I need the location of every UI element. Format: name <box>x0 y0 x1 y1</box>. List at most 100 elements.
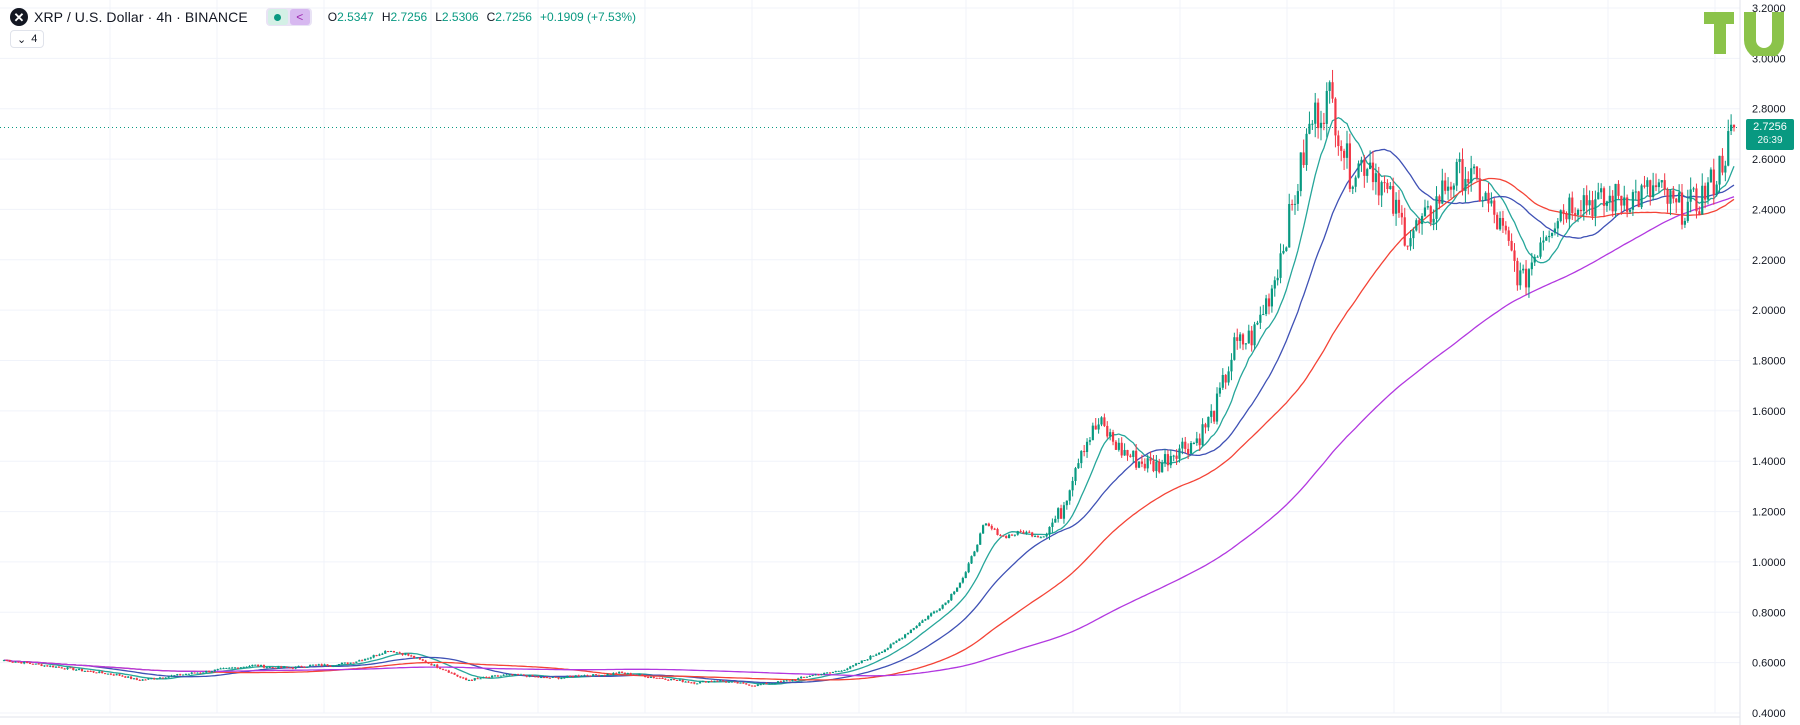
candle-body <box>294 666 297 669</box>
candle-body <box>1010 534 1014 536</box>
candle-body <box>1270 288 1273 307</box>
indicators-toggle-button[interactable]: ⌄ 4 <box>10 30 45 48</box>
candle-body <box>1406 245 1409 247</box>
candle-body <box>1548 235 1551 238</box>
candle-body <box>626 673 629 675</box>
candle-body <box>1600 188 1603 193</box>
status-pill[interactable]: < <box>265 8 312 26</box>
candle-body <box>473 678 476 681</box>
candle-body <box>1293 203 1297 205</box>
candle-body <box>727 681 731 683</box>
candle-body <box>976 544 979 552</box>
candle-body <box>300 665 303 668</box>
candle-body <box>1181 441 1184 449</box>
candle-body <box>540 677 543 679</box>
candle-body <box>231 667 234 669</box>
candle-body <box>655 677 658 679</box>
price-tick-label: 2.4000 <box>1752 204 1786 216</box>
candle-body <box>92 671 95 673</box>
candle-body <box>34 663 37 665</box>
moving-average-line <box>3 177 1735 681</box>
candle-body <box>1042 536 1045 538</box>
candle-body <box>551 676 554 678</box>
candle-body <box>623 672 627 674</box>
candle-body <box>1715 184 1718 195</box>
candle-body <box>352 662 355 664</box>
candle-body <box>1484 192 1487 201</box>
candle-body <box>259 665 263 667</box>
candle-body <box>722 680 725 682</box>
candle-body <box>1709 169 1712 183</box>
candle-body <box>1241 334 1245 345</box>
candle-body <box>554 676 557 678</box>
candle-body <box>280 666 283 668</box>
candle-body <box>54 666 58 668</box>
candle-body <box>1259 314 1262 323</box>
price-tick-label: 1.6000 <box>1752 406 1786 418</box>
candle-body <box>144 679 147 681</box>
candle-body <box>638 674 641 676</box>
candle-body <box>603 675 606 677</box>
candle-body <box>525 675 528 677</box>
candle-body <box>843 669 846 671</box>
candle-body <box>1643 185 1646 187</box>
candle-body <box>909 629 912 633</box>
candle-body <box>1302 152 1305 166</box>
candle-body <box>1582 195 1585 212</box>
candle-body <box>1498 218 1502 230</box>
candle-body <box>802 676 806 678</box>
candle-body <box>1331 82 1334 99</box>
share-icon[interactable]: < <box>289 9 310 25</box>
candle-body <box>121 675 124 677</box>
candle-body <box>649 676 653 678</box>
candle-body <box>574 675 577 678</box>
candle-body <box>245 666 248 668</box>
candle-body <box>1455 161 1458 186</box>
candle-body <box>1689 189 1692 202</box>
candle-body <box>1605 201 1609 206</box>
candle-body <box>898 638 901 641</box>
candle-body <box>430 663 433 666</box>
candle-body <box>179 674 182 676</box>
candle-body <box>1550 232 1554 236</box>
candle-body <box>690 682 693 684</box>
candle-body <box>335 665 338 667</box>
candle-body <box>465 678 468 681</box>
candle-body <box>363 659 367 661</box>
candle-body <box>1233 337 1236 360</box>
candle-body <box>1611 195 1614 212</box>
candle-body <box>1143 463 1146 469</box>
candle-body <box>1054 518 1057 523</box>
candle-body <box>106 673 110 675</box>
symbol-title[interactable]: XRP / U.S. Dollar · 4h · BINANCE <box>34 9 248 25</box>
candle-body <box>1371 162 1375 183</box>
candle-body <box>320 664 323 666</box>
candle-body <box>1059 508 1063 519</box>
candle-body <box>580 675 583 677</box>
candle-body <box>170 675 173 677</box>
candle-body <box>410 655 413 657</box>
candle-body <box>1314 102 1317 124</box>
candle-body <box>1542 240 1545 243</box>
candle-body <box>511 674 514 676</box>
candle-body <box>1204 424 1207 428</box>
candle-body <box>854 663 858 666</box>
candle-body <box>288 667 292 669</box>
candle-body <box>788 680 791 682</box>
candle-body <box>314 664 318 666</box>
candle-body <box>1175 455 1178 459</box>
candle-body <box>43 665 46 667</box>
candle-body <box>571 676 575 678</box>
candle-body <box>361 660 364 662</box>
candle-body <box>1663 180 1666 190</box>
price-tick-label: 1.8000 <box>1752 356 1786 368</box>
candle-body <box>199 672 202 674</box>
candle-body <box>1132 450 1135 457</box>
ohlc-values: O2.5347 H2.7256 L2.5306 C2.7256 +0.1909 … <box>328 10 636 24</box>
candle-body <box>1721 155 1724 173</box>
candle-body <box>941 604 944 609</box>
candle-body <box>1444 180 1447 191</box>
candle-body <box>439 667 442 669</box>
candle-body <box>254 664 257 666</box>
